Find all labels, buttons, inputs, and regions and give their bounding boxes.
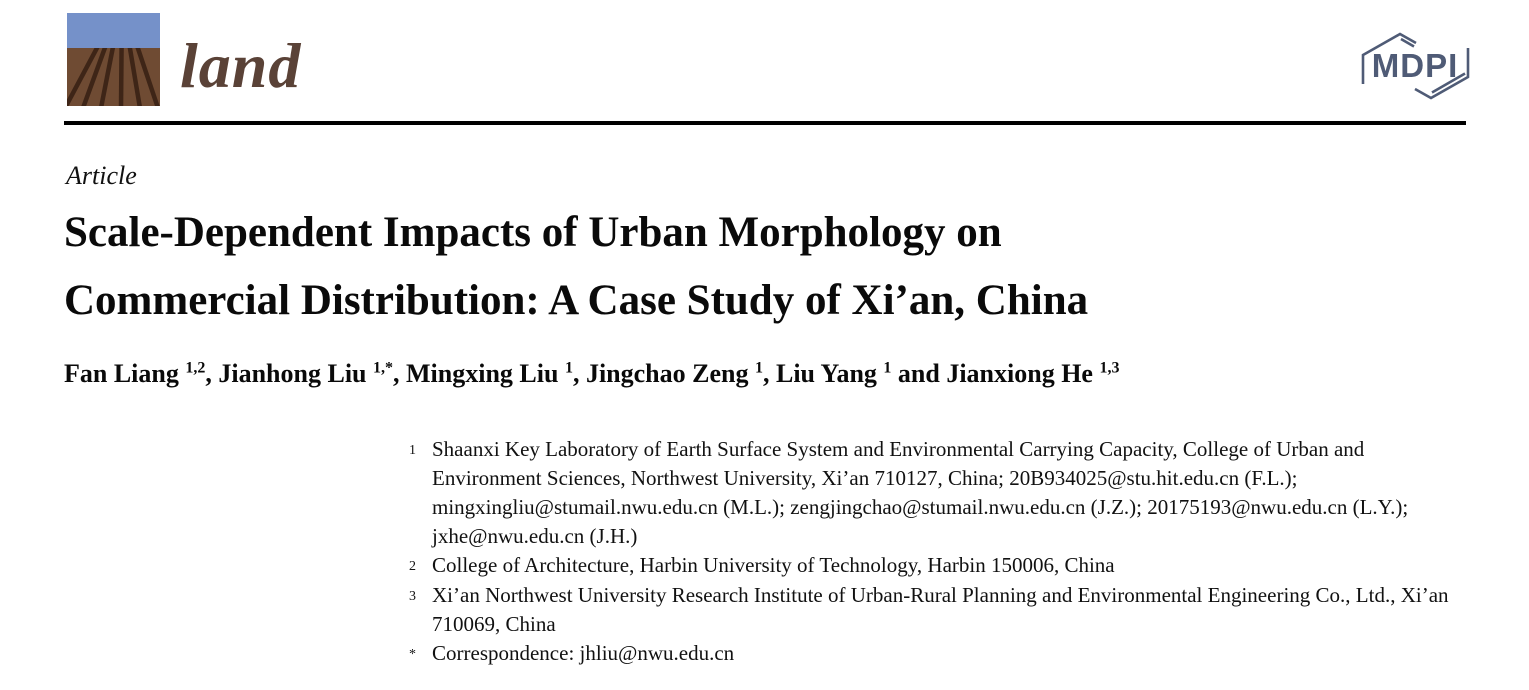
- author-affiliation-sup: 1: [883, 359, 892, 377]
- title-line-2: Commercial Distribution: A Case Study of…: [64, 277, 1089, 324]
- article-front-matter: Article Scale-Dependent Impacts of Urban…: [0, 161, 1529, 669]
- affiliation-text: College of Architecture, Harbin Universi…: [432, 553, 1115, 577]
- furrow-line: [118, 48, 124, 106]
- author: Jianxiong He 1,3: [946, 359, 1120, 388]
- author: Fan Liang 1,2: [64, 359, 206, 388]
- logo-sky: [67, 13, 160, 48]
- affiliation-marker: 2: [409, 559, 416, 574]
- logo-furrows: [67, 48, 160, 106]
- journal-brand: land: [67, 13, 301, 106]
- mdpi-hexagon-top-left: [1361, 32, 1417, 84]
- author-affiliation-sup: 1,*: [373, 359, 394, 377]
- journal-name: land: [180, 30, 302, 101]
- mdpi-logo-icon: MDPI: [1361, 32, 1470, 100]
- furrow-line: [135, 48, 160, 106]
- affiliation-list: 1 Shaanxi Key Laboratory of Earth Surface…: [409, 435, 1464, 669]
- affiliation-row: * Correspondence: jhliu@nwu.edu.cn: [409, 639, 1464, 669]
- affiliation-marker: 3: [409, 589, 416, 604]
- furrow-line: [81, 48, 108, 106]
- affiliation-row: 2 College of Architecture, Harbin Univers…: [409, 551, 1464, 581]
- author-list: Fan Liang 1,2, Jianhong Liu 1,*, Mingxin…: [64, 359, 1120, 388]
- affiliation-marker: *: [409, 647, 416, 662]
- title-line-1: Scale-Dependent Impacts of Urban Morphol…: [64, 209, 1002, 256]
- furrow-line: [67, 48, 100, 106]
- mdpi-hexagon-bottom-fold: [1431, 72, 1466, 94]
- author: Liu Yang 1: [775, 359, 892, 388]
- mdpi-hexagon-bottom-right: [1414, 48, 1470, 100]
- author: Jianhong Liu 1,*: [218, 359, 394, 388]
- journal-header: land MDPI: [0, 0, 1529, 121]
- mdpi-hexagon-top-fold: [1400, 37, 1415, 48]
- article-type-label: Article: [66, 161, 137, 190]
- mdpi-hexagon: [1361, 32, 1470, 100]
- author-affiliation-sup: 1: [564, 359, 573, 377]
- author-affiliation-sup: 1,3: [1099, 359, 1120, 377]
- affiliation-text: Correspondence: jhliu@nwu.edu.cn: [432, 641, 735, 665]
- mdpi-wordmark: MDPI: [1372, 47, 1459, 84]
- journal-logo-icon: [67, 13, 160, 106]
- affiliation-text: Shaanxi Key Laboratory of Earth Surface …: [432, 437, 1409, 548]
- author-affiliation-sup: 1: [754, 359, 763, 377]
- header-divider: [64, 121, 1466, 125]
- affiliation-row: 3 Xi’an Northwest University Research Ins…: [409, 581, 1464, 639]
- affiliation-text: Xi’an Northwest University Research Inst…: [432, 583, 1449, 636]
- author-affiliation-sup: 1,2: [185, 359, 206, 377]
- furrow-line: [99, 48, 116, 106]
- author: Jingchao Zeng 1: [585, 359, 763, 388]
- affiliation-row: 1 Shaanxi Key Laboratory of Earth Surface…: [409, 435, 1464, 551]
- furrow-line: [127, 48, 142, 106]
- page-title: Scale-Dependent Impacts of Urban Morphol…: [64, 199, 1344, 335]
- author: Mingxing Liu 1: [406, 359, 573, 388]
- affiliation-marker: 1: [409, 443, 416, 458]
